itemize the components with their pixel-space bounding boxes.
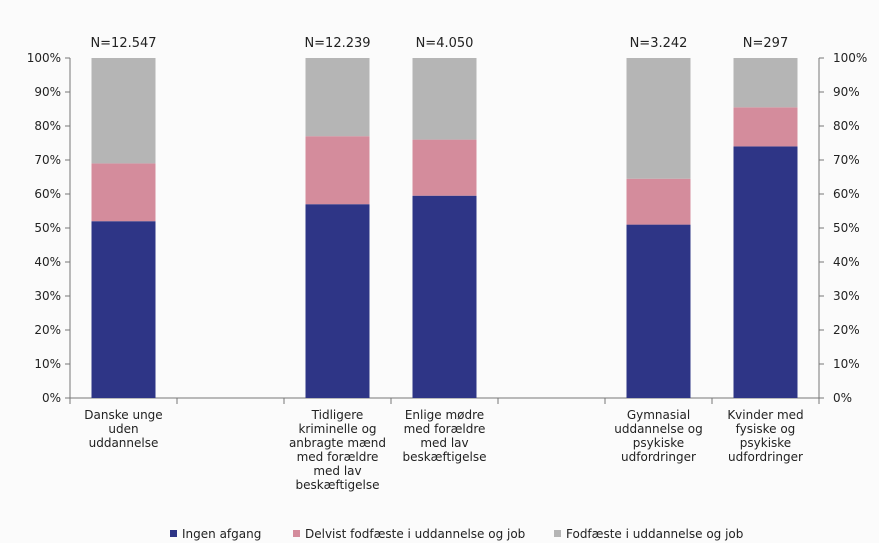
x-tick-label: Gymnasial: [627, 408, 690, 422]
y-tick-label-right: 30%: [833, 289, 860, 303]
y-tick-label-right: 40%: [833, 255, 860, 269]
x-tick-label: med lav: [420, 436, 468, 450]
y-tick-label-left: 70%: [34, 153, 61, 167]
n-label: N=3.242: [630, 36, 688, 51]
y-tick-label-left: 50%: [34, 221, 61, 235]
y-tick-label-right: 70%: [833, 153, 860, 167]
legend: Ingen afgang Delvist fodfæste i uddannels…: [170, 527, 743, 541]
bar-segment: [412, 58, 477, 140]
x-tick-label: med lav: [313, 464, 361, 478]
x-tick-label: uden: [108, 422, 138, 436]
bar-segment: [305, 136, 370, 205]
bar-segment: [733, 107, 798, 147]
n-label: N=297: [743, 36, 788, 51]
legend-swatch: [293, 530, 300, 537]
legend-swatch: [170, 530, 177, 537]
x-tick-label: fysiske og: [736, 422, 796, 436]
y-tick-label-left: 20%: [34, 323, 61, 337]
x-tick-label: Enlige mødre: [405, 408, 484, 422]
y-tick-label-left: 40%: [34, 255, 61, 269]
legend-swatch: [554, 530, 561, 537]
x-tick-label: med forældre: [297, 450, 379, 464]
bar-segment: [626, 178, 691, 225]
bar-segment: [91, 221, 156, 398]
axes: 0% 0% 10% 10% 20% 20% 30% 30% 40% 40% 50% 50% 60% 60%…: [27, 51, 868, 405]
bar-segment: [733, 146, 798, 398]
x-tick-label: Danske unge: [84, 408, 162, 422]
x-tick-label: udfordringer: [621, 450, 696, 464]
x-tick-label: uddannelse: [89, 436, 159, 450]
bar-segment: [626, 58, 691, 179]
y-tick-label-right: 80%: [833, 119, 860, 133]
bar-segment: [733, 58, 798, 108]
y-tick-label-right: 90%: [833, 85, 860, 99]
n-label: N=12.239: [304, 36, 370, 51]
y-tick-label-left: 0%: [42, 391, 61, 405]
bar-segment: [626, 224, 691, 398]
y-tick-label-right: 100%: [833, 51, 867, 65]
y-tick-label-left: 60%: [34, 187, 61, 201]
x-tick-label: psykiske: [633, 436, 684, 450]
bar-segment: [412, 139, 477, 196]
y-tick-label-right: 60%: [833, 187, 860, 201]
bar-segment: [91, 163, 156, 222]
n-label: N=12.547: [90, 36, 156, 51]
n-labels: N=12.547 N=12.239 N=4.050 N=3.242 N=297: [90, 36, 788, 51]
x-tick-label: Tidligere: [311, 408, 364, 422]
y-tick-label-left: 80%: [34, 119, 61, 133]
y-tick-label-right: 10%: [833, 357, 860, 371]
x-tick-label: med forældre: [404, 422, 486, 436]
n-label: N=4.050: [416, 36, 474, 51]
x-tick-label: kriminelle og: [298, 422, 376, 436]
y-tick-label-left: 10%: [34, 357, 61, 371]
bar-segment: [305, 58, 370, 137]
legend-label: Fodfæste i uddannelse og job: [566, 527, 743, 541]
x-tick-label: uddannelse og: [614, 422, 703, 436]
x-tick-label: anbragte mænd: [289, 436, 386, 450]
y-tick-label-left: 100%: [27, 51, 61, 65]
y-tick-label-right: 0%: [833, 391, 852, 405]
x-tick-label: psykiske: [740, 436, 791, 450]
x-tick-label: Kvinder med: [727, 408, 803, 422]
legend-label: Ingen afgang: [182, 527, 261, 541]
y-tick-label-left: 90%: [34, 85, 61, 99]
bar-segment: [412, 195, 477, 398]
bars: [91, 58, 798, 398]
bar-segment: [91, 58, 156, 164]
bar-segment: [305, 204, 370, 398]
y-tick-label-left: 30%: [34, 289, 61, 303]
y-tick-label-right: 20%: [833, 323, 860, 337]
x-tick-label: beskæftigelse: [402, 450, 486, 464]
x-tick-label: beskæftigelse: [295, 478, 379, 492]
x-tick-label: udfordringer: [728, 450, 803, 464]
y-tick-label-right: 50%: [833, 221, 860, 235]
legend-label: Delvist fodfæste i uddannelse og job: [305, 527, 525, 541]
